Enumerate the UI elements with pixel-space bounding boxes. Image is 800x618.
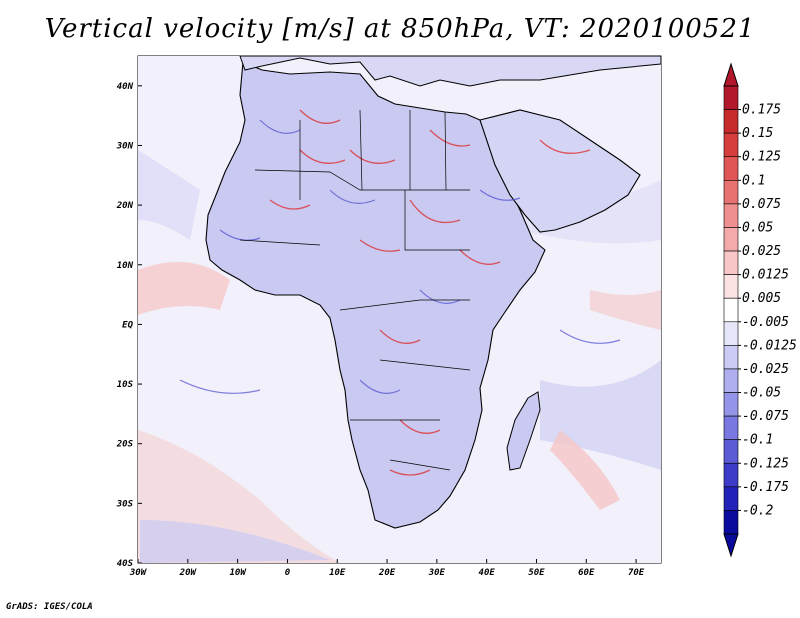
colorbar-swatch xyxy=(723,156,739,181)
longitude-ticks: 30W 20W 10W 0 10E 20E 30E 40E 50E 60E 70E xyxy=(129,559,645,578)
colorbar-label: 0.15 xyxy=(742,126,773,141)
lat-tick-label: 30N xyxy=(116,141,134,151)
colorbar-swatch xyxy=(723,203,739,228)
colorbar-label: -0.0125 xyxy=(742,338,797,353)
lon-tick-label: 70E xyxy=(628,568,645,578)
colorbar-swatch xyxy=(723,250,739,275)
colorbar-swatch xyxy=(723,132,739,158)
africa-landmass xyxy=(205,61,546,529)
lon-tick-label: 30W xyxy=(129,568,148,578)
colorbar-min-arrow xyxy=(723,533,739,558)
lat-tick-label: 40N xyxy=(117,82,134,92)
lon-tick-label: 20W xyxy=(179,568,198,578)
colorbar-swatch xyxy=(723,109,739,134)
colorbar-label: 0.0125 xyxy=(742,268,789,283)
lon-tick-label: 50E xyxy=(528,568,545,578)
colorbar-max-arrow xyxy=(723,62,739,87)
colorbar-swatch xyxy=(723,180,739,205)
colorbar-swatch xyxy=(723,439,739,464)
colorbar-label: -0.1 xyxy=(742,433,773,448)
lon-tick-label: 0 xyxy=(285,568,291,578)
lon-tick-label: 30E xyxy=(428,568,446,578)
velocity-field xyxy=(138,56,661,563)
chart-title: Vertical velocity [m/s] at 850hPa, VT: 2… xyxy=(44,14,756,44)
credit-text: GrADS: IGES/COLA xyxy=(6,602,93,612)
colorbar-label: 0.05 xyxy=(742,220,773,235)
colorbar-label: -0.025 xyxy=(742,362,789,377)
colorbar-label: -0.2 xyxy=(742,503,773,518)
lon-tick-label: 10E xyxy=(329,568,346,578)
lat-tick-label: 40S xyxy=(117,559,134,569)
colorbar-swatch xyxy=(723,345,739,370)
lon-tick-label: 60E xyxy=(578,568,595,578)
colorbar-swatch xyxy=(723,274,739,299)
colorbar-swatch xyxy=(723,510,739,535)
colorbar-swatch xyxy=(723,297,739,323)
colorbar-swatch xyxy=(723,415,739,440)
colorbar-swatch xyxy=(723,486,739,511)
lat-tick-label: 20S xyxy=(116,440,134,450)
colorbar-swatch xyxy=(723,368,739,393)
colorbar-label: -0.125 xyxy=(742,456,789,471)
colorbar-label: -0.075 xyxy=(742,409,789,424)
colorbar-swatch xyxy=(723,85,739,110)
lat-tick-label: 10N xyxy=(117,261,134,271)
colorbar-swatch xyxy=(723,462,739,488)
latitude-ticks: 40N 30N 20N 10N EQ 10S 20S 30S 40S xyxy=(116,82,142,569)
lat-tick-label: 20N xyxy=(116,201,134,211)
colorbar-label: -0.05 xyxy=(742,386,781,401)
lon-tick-label: 20E xyxy=(378,568,396,578)
colorbar-label: 0.175 xyxy=(742,103,781,118)
colorbar-label: 0.075 xyxy=(742,197,781,212)
lat-tick-label: 10S xyxy=(117,380,134,390)
colorbar-label: -0.175 xyxy=(742,480,789,495)
colorbar-label: 0.1 xyxy=(742,173,765,188)
colorbar-label: -0.005 xyxy=(742,315,789,330)
colorbar-label: 0.025 xyxy=(742,244,781,259)
colorbar-swatch xyxy=(723,227,739,252)
lat-tick-label: EQ xyxy=(122,320,133,330)
colorbar-swatch xyxy=(723,321,739,346)
lat-tick-label: 30S xyxy=(116,499,134,509)
colorbar-label: 0.005 xyxy=(742,291,781,306)
lon-tick-label: 40E xyxy=(479,568,496,578)
colorbar-label: 0.125 xyxy=(742,150,781,165)
arabia-landmass xyxy=(479,109,641,233)
colorbar-swatch xyxy=(723,392,739,417)
lon-tick-label: 10W xyxy=(229,568,247,578)
madagascar xyxy=(506,391,541,471)
colorbar: 0.175 0.15 0.125 0.1 0.075 0.05 0.025 0.0125 0.0… xyxy=(723,62,797,558)
